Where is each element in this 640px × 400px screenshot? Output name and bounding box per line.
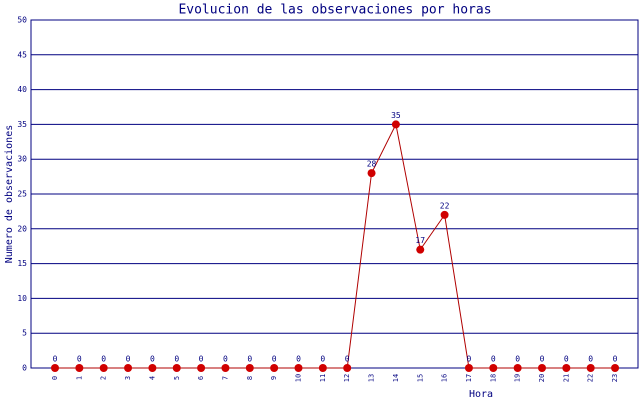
x-tick-label: 19 [514, 374, 522, 382]
y-tick-label: 20 [17, 224, 27, 233]
x-tick-label: 2 [100, 376, 108, 380]
data-label: 22 [440, 201, 450, 210]
data-label: 0 [272, 355, 277, 364]
x-tick-label: 5 [173, 376, 181, 380]
marker [51, 364, 59, 372]
chart-title: Evolucion de las observaciones por horas [178, 3, 491, 18]
marker [611, 364, 620, 372]
data-label: 0 [345, 355, 350, 364]
marker [99, 364, 108, 372]
data-label: 0 [564, 355, 569, 364]
x-tick-label: 18 [489, 374, 497, 382]
x-tick-label: 21 [562, 374, 570, 382]
data-label: 28 [367, 160, 377, 169]
data-label: 0 [77, 355, 82, 364]
data-label: 35 [391, 111, 401, 120]
x-tick-label: 9 [270, 376, 278, 380]
marker [464, 364, 473, 372]
x-tick-label: 16 [441, 374, 449, 382]
y-tick-label: 5 [22, 329, 27, 338]
y-tick-label: 30 [17, 155, 27, 164]
x-tick-label: 22 [587, 374, 595, 382]
data-label: 0 [199, 355, 204, 364]
x-tick-label: 7 [221, 376, 229, 380]
data-label: 0 [613, 355, 618, 364]
y-tick-label: 0 [22, 364, 27, 373]
marker [391, 120, 400, 129]
data-label: 0 [247, 355, 252, 364]
x-tick-label: 0 [51, 376, 59, 380]
x-tick-label: 12 [343, 374, 351, 382]
marker [270, 364, 279, 372]
marker [221, 364, 230, 372]
y-axis-label: Numero de observaciones [4, 125, 15, 263]
marker [245, 364, 254, 372]
y-tick-label: 10 [17, 294, 27, 303]
data-label: 0 [515, 355, 520, 364]
data-label: 0 [491, 355, 496, 364]
x-tick-label: 10 [295, 374, 303, 382]
marker [367, 169, 376, 178]
data-label: 0 [467, 355, 472, 364]
marker [318, 364, 327, 372]
marker [172, 364, 181, 372]
data-label: 0 [53, 355, 58, 364]
x-tick-label: 23 [611, 374, 619, 382]
x-tick-label: 4 [148, 376, 156, 380]
data-label: 0 [150, 355, 155, 364]
x-tick-label: 1 [75, 376, 83, 380]
marker [538, 364, 546, 372]
y-tick-label: 35 [17, 120, 27, 129]
y-tick-label: 45 [17, 50, 27, 59]
x-tick-label: 8 [246, 376, 254, 380]
x-tick-label: 17 [465, 374, 473, 382]
y-tick-label: 50 [17, 16, 27, 25]
marker [440, 210, 449, 219]
marker [75, 364, 84, 372]
marker [513, 364, 522, 372]
x-tick-label: 6 [197, 376, 205, 380]
data-label: 0 [320, 355, 325, 364]
x-tick-label: 13 [368, 374, 376, 382]
x-tick-label: 20 [538, 374, 546, 382]
x-tick-label: 11 [319, 374, 327, 382]
data-label: 0 [126, 355, 131, 364]
x-tick-label: 3 [124, 376, 132, 380]
x-tick-label: 14 [392, 374, 400, 382]
x-axis-label: Hora [469, 389, 493, 400]
marker [148, 364, 157, 372]
y-tick-label: 25 [17, 190, 27, 199]
y-tick-label: 15 [17, 259, 27, 268]
marker [586, 364, 595, 372]
marker [197, 364, 206, 372]
marker [562, 364, 571, 372]
marker [343, 364, 352, 372]
data-label: 0 [588, 355, 593, 364]
marker [124, 364, 133, 372]
marker [294, 364, 303, 372]
marker [489, 364, 498, 372]
data-label: 0 [540, 355, 545, 364]
data-label: 0 [296, 355, 301, 364]
data-label: 0 [101, 355, 106, 364]
y-tick-label: 40 [17, 85, 27, 94]
line [55, 122, 616, 369]
x-tick-label: 15 [416, 374, 424, 382]
marker [416, 245, 425, 254]
data-label: 0 [223, 355, 228, 364]
data-label: 17 [415, 236, 425, 245]
data-label: 0 [174, 355, 179, 364]
